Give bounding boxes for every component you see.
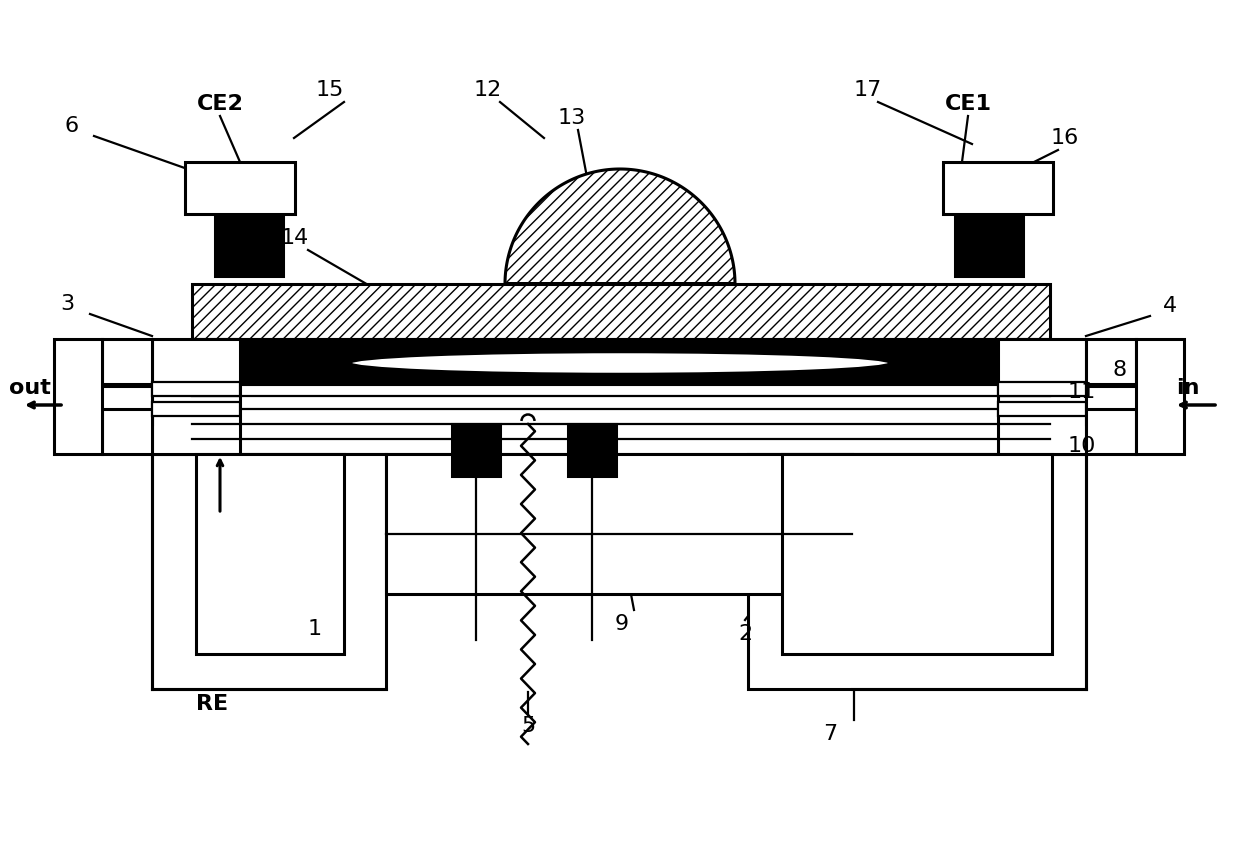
Bar xyxy=(102,409,153,454)
Bar xyxy=(192,284,1050,339)
Text: 2: 2 xyxy=(738,624,753,644)
Text: 1: 1 xyxy=(308,619,322,639)
Text: 15: 15 xyxy=(316,80,345,100)
Text: 3: 3 xyxy=(60,294,74,314)
Bar xyxy=(782,454,1052,654)
Text: CE1: CE1 xyxy=(945,94,992,114)
Polygon shape xyxy=(505,169,735,284)
Text: out: out xyxy=(9,378,51,398)
Bar xyxy=(998,339,1086,454)
Bar xyxy=(1086,339,1136,384)
Bar xyxy=(153,339,241,454)
Text: 10: 10 xyxy=(1068,436,1096,456)
Text: 13: 13 xyxy=(558,108,587,128)
Bar xyxy=(102,339,153,384)
Bar xyxy=(942,162,1053,214)
Bar xyxy=(64,386,153,424)
Bar xyxy=(568,424,616,476)
Bar xyxy=(386,454,852,594)
Ellipse shape xyxy=(350,352,890,374)
Bar xyxy=(748,454,1086,689)
Bar xyxy=(192,384,1050,454)
Text: 16: 16 xyxy=(1050,128,1079,148)
Bar xyxy=(153,454,386,689)
Bar xyxy=(185,162,295,214)
Bar xyxy=(153,382,241,396)
Bar xyxy=(215,216,283,276)
Text: 9: 9 xyxy=(615,614,629,634)
Bar xyxy=(192,339,1050,384)
Bar xyxy=(453,424,500,476)
Bar xyxy=(998,382,1086,396)
Text: 11: 11 xyxy=(1068,382,1096,402)
Bar xyxy=(955,216,1023,276)
Text: 12: 12 xyxy=(474,80,502,100)
Text: 8: 8 xyxy=(1114,360,1127,380)
Bar xyxy=(153,402,241,416)
Bar xyxy=(1136,339,1184,454)
Bar xyxy=(1086,386,1174,424)
Bar xyxy=(998,402,1086,416)
Text: 5: 5 xyxy=(521,716,536,736)
Text: CE2: CE2 xyxy=(197,94,243,114)
Bar xyxy=(196,454,343,654)
Text: 4: 4 xyxy=(1163,296,1177,316)
Text: in: in xyxy=(1177,378,1200,398)
Text: RE: RE xyxy=(196,694,228,714)
Bar xyxy=(55,339,102,454)
Text: 17: 17 xyxy=(854,80,882,100)
Text: 14: 14 xyxy=(281,228,309,248)
Text: 7: 7 xyxy=(823,724,837,744)
Bar xyxy=(1086,409,1136,454)
Text: 6: 6 xyxy=(64,116,79,136)
